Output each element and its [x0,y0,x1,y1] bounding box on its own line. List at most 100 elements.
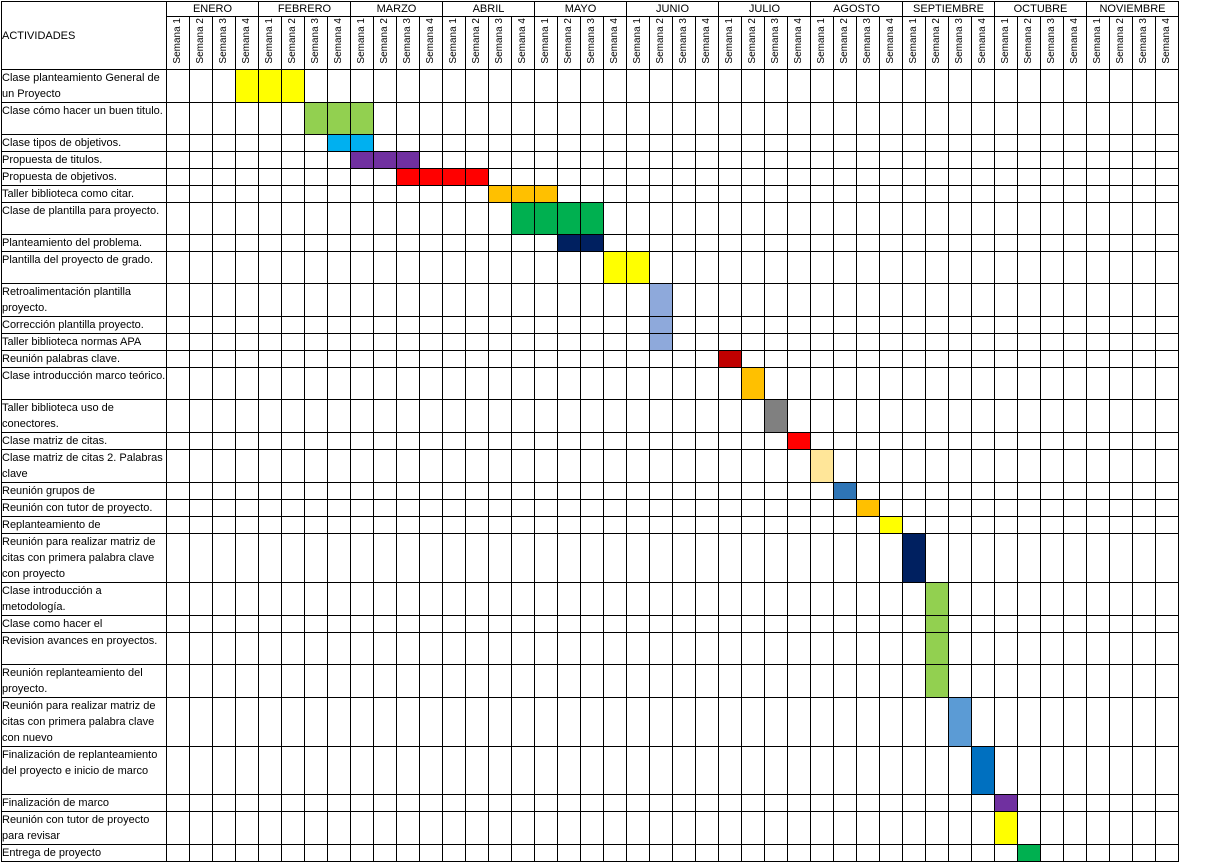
grid-cell[interactable] [1086,449,1110,483]
grid-cell[interactable] [557,746,581,795]
grid-cell[interactable] [741,632,765,665]
grid-cell[interactable] [603,316,627,334]
grid-cell[interactable] [833,533,857,583]
grid-cell[interactable] [557,151,581,169]
grid-cell[interactable] [327,316,351,334]
grid-cell[interactable] [166,844,190,862]
grid-cell[interactable] [948,811,972,845]
week-header[interactable]: Semana 4 [879,16,903,70]
grid-cell[interactable] [833,399,857,433]
grid-cell[interactable] [1086,794,1110,812]
grid-cell[interactable] [971,151,995,169]
grid-cell[interactable] [1017,185,1041,203]
grid-cell[interactable] [189,399,213,433]
grid-cell[interactable] [902,615,926,633]
grid-cell[interactable] [166,283,190,317]
grid-cell[interactable] [350,533,374,583]
grid-cell[interactable] [465,533,489,583]
grid-cell[interactable] [626,399,650,433]
grid-cell[interactable] [718,449,742,483]
grid-cell[interactable] [488,482,512,500]
grid-cell[interactable] [511,516,535,534]
gantt-bar-cell[interactable] [833,482,857,500]
grid-cell[interactable] [534,367,558,400]
grid-cell[interactable] [580,794,604,812]
grid-cell[interactable] [1040,333,1064,351]
grid-cell[interactable] [672,251,696,284]
week-header[interactable]: Semana 4 [511,16,535,70]
grid-cell[interactable] [810,283,834,317]
activity-label[interactable]: Entrega de proyecto [1,844,167,862]
grid-cell[interactable] [166,746,190,795]
grid-cell[interactable] [212,134,236,152]
grid-cell[interactable] [534,482,558,500]
grid-cell[interactable] [971,844,995,862]
grid-cell[interactable] [856,134,880,152]
grid-cell[interactable] [1155,746,1179,795]
grid-cell[interactable] [396,333,420,351]
grid-cell[interactable] [994,399,1018,433]
grid-cell[interactable] [695,202,719,235]
gantt-bar-cell[interactable] [557,234,581,252]
grid-cell[interactable] [1132,102,1156,135]
grid-cell[interactable] [442,202,466,235]
gantt-bar-cell[interactable] [1017,844,1041,862]
grid-cell[interactable] [603,499,627,517]
grid-cell[interactable] [810,234,834,252]
grid-cell[interactable] [327,251,351,284]
grid-cell[interactable] [902,697,926,747]
grid-cell[interactable] [787,234,811,252]
grid-cell[interactable] [1040,746,1064,795]
grid-cell[interactable] [258,202,282,235]
grid-cell[interactable] [327,697,351,747]
grid-cell[interactable] [925,399,949,433]
grid-cell[interactable] [327,746,351,795]
grid-cell[interactable] [649,533,673,583]
grid-cell[interactable] [465,582,489,616]
grid-cell[interactable] [971,432,995,450]
grid-cell[interactable] [557,664,581,698]
grid-cell[interactable] [856,482,880,500]
grid-cell[interactable] [1040,399,1064,433]
grid-cell[interactable] [626,316,650,334]
grid-cell[interactable] [304,533,328,583]
grid-cell[interactable] [649,697,673,747]
grid-cell[interactable] [1086,202,1110,235]
grid-cell[interactable] [902,185,926,203]
grid-cell[interactable] [902,794,926,812]
grid-cell[interactable] [1063,533,1087,583]
grid-cell[interactable] [1109,664,1133,698]
grid-cell[interactable] [442,367,466,400]
activity-label[interactable]: Clase como hacer el [1,615,167,633]
grid-cell[interactable] [948,102,972,135]
grid-cell[interactable] [1132,794,1156,812]
week-header[interactable]: Semana 1 [994,16,1018,70]
grid-cell[interactable] [511,367,535,400]
grid-cell[interactable] [971,134,995,152]
grid-cell[interactable] [810,69,834,103]
grid-cell[interactable] [281,664,305,698]
grid-cell[interactable] [741,350,765,368]
grid-cell[interactable] [235,202,259,235]
grid-cell[interactable] [741,615,765,633]
grid-cell[interactable] [557,134,581,152]
grid-cell[interactable] [1086,333,1110,351]
grid-cell[interactable] [1063,316,1087,334]
week-header[interactable]: Semana 4 [1155,16,1179,70]
grid-cell[interactable] [488,202,512,235]
grid-cell[interactable] [557,69,581,103]
grid-cell[interactable] [741,316,765,334]
grid-cell[interactable] [1086,350,1110,368]
grid-cell[interactable] [787,794,811,812]
grid-cell[interactable] [212,482,236,500]
grid-cell[interactable] [1017,794,1041,812]
grid-cell[interactable] [166,432,190,450]
grid-cell[interactable] [971,449,995,483]
grid-cell[interactable] [787,697,811,747]
grid-cell[interactable] [1017,350,1041,368]
grid-cell[interactable] [925,449,949,483]
grid-cell[interactable] [580,811,604,845]
grid-cell[interactable] [1063,449,1087,483]
grid-cell[interactable] [557,367,581,400]
grid-cell[interactable] [1132,844,1156,862]
